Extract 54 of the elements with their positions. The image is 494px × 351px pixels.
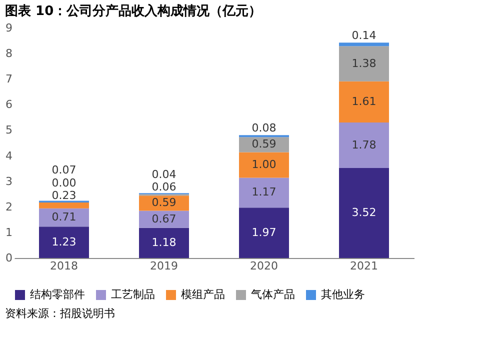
bar <box>339 168 389 258</box>
data-label: 1.78 <box>352 138 376 152</box>
data-label: 0.67 <box>152 212 176 226</box>
bar <box>139 228 189 258</box>
bar <box>39 208 89 227</box>
x-tick-label: 2021 <box>350 260 378 272</box>
y-tick-label: 5 <box>6 124 12 137</box>
legend-label: 其他业务 <box>321 288 365 301</box>
legend-label: 结构零部件 <box>30 288 85 301</box>
data-label: 0.04 <box>152 168 176 181</box>
y-tick-label: 7 <box>6 72 12 86</box>
y-tick-label: 3 <box>6 174 12 188</box>
data-label: 0.71 <box>52 210 76 224</box>
data-label: 1.17 <box>252 186 276 199</box>
bar <box>339 46 389 82</box>
bar <box>339 42 389 46</box>
y-tick-label: 1 <box>6 226 12 239</box>
bar <box>339 122 389 168</box>
bar <box>39 226 89 258</box>
bar <box>39 202 89 208</box>
chart-title: 图表 10：公司分产品收入构成情况（亿元） <box>5 3 262 19</box>
bar <box>239 208 289 258</box>
data-label: 0.08 <box>252 122 276 135</box>
y-tick-label: 4 <box>6 149 12 162</box>
x-tick-label: 2020 <box>250 260 278 272</box>
y-tick-label: 9 <box>6 22 12 34</box>
x-tick-label: 2018 <box>50 260 78 272</box>
data-label: 3.52 <box>352 206 376 220</box>
y-tick-label: 8 <box>6 47 12 60</box>
data-label: 1.18 <box>152 236 176 249</box>
data-label: 0.00 <box>52 176 76 190</box>
data-label: 1.97 <box>252 226 276 239</box>
legend-label: 气体产品 <box>251 288 295 301</box>
data-label: 1.38 <box>352 56 376 70</box>
data-label: 1.00 <box>252 158 276 171</box>
data-label: 0.59 <box>152 196 176 210</box>
y-tick-label: 6 <box>6 98 12 112</box>
data-label: 0.06 <box>152 180 176 194</box>
data-label: 0.59 <box>252 138 276 151</box>
y-tick-label: 2 <box>6 200 12 214</box>
text: 资料来源：招股说明书 <box>5 307 115 320</box>
data-label: 0.07 <box>52 164 76 177</box>
bar <box>339 81 389 123</box>
data-label: 1.23 <box>52 235 76 248</box>
bar <box>239 152 289 178</box>
data-label: 1.61 <box>352 94 376 108</box>
bar <box>239 178 289 208</box>
legend-label: 模组产品 <box>181 288 225 301</box>
legend-label: 工艺制品 <box>111 288 155 301</box>
data-label: 0.23 <box>52 189 76 202</box>
data-label: 0.14 <box>352 29 376 42</box>
y-tick-label: 0 <box>6 252 12 264</box>
x-tick-label: 2019 <box>150 260 178 272</box>
bar <box>139 210 189 228</box>
